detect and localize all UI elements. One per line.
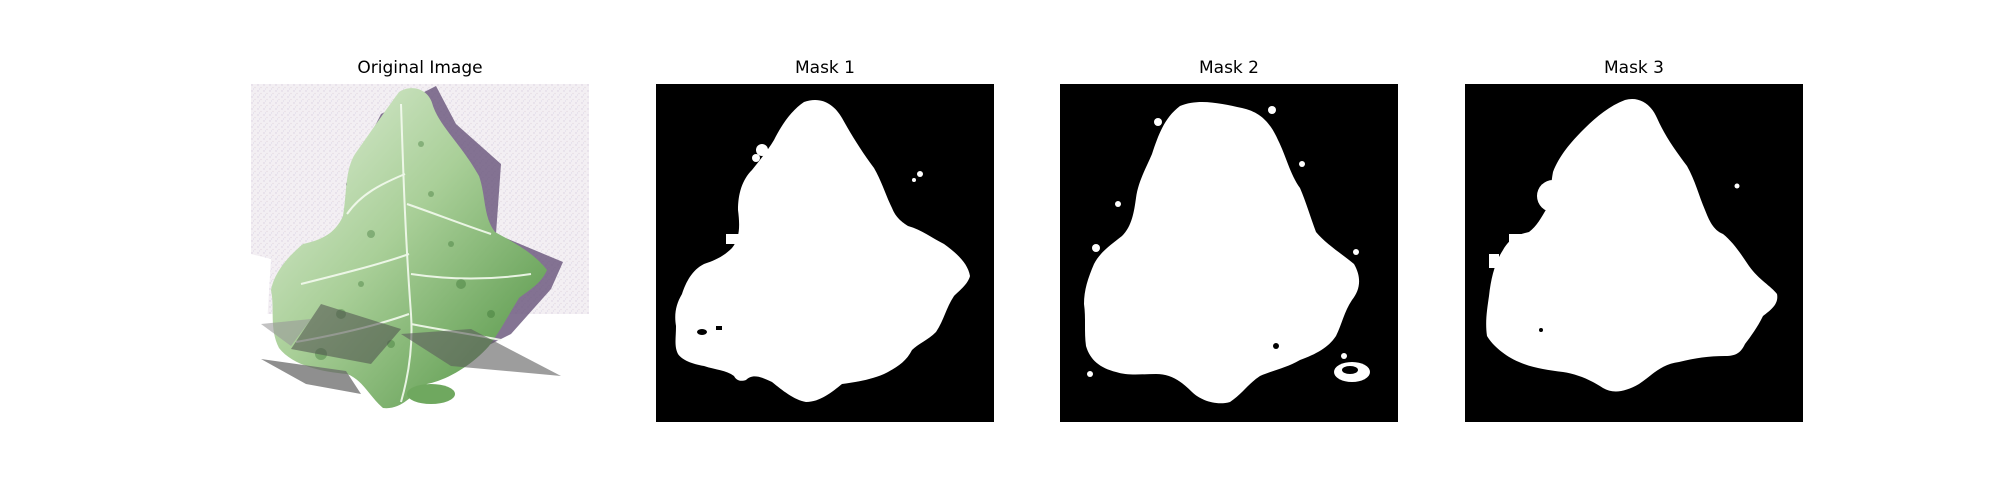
augmentation-artifact (261, 319, 311, 346)
original-leaf-photo (251, 84, 589, 422)
mask-3-image (1465, 84, 1803, 422)
mask-region (1486, 98, 1778, 392)
panel-title: Mask 1 (794, 58, 855, 78)
panel-title: Mask 2 (1198, 58, 1259, 78)
leaf-lobe (407, 384, 455, 404)
mask-1-image (656, 84, 994, 422)
augmentation-artifact (291, 304, 401, 364)
augmentation-artifact (261, 359, 361, 394)
mask-region (675, 99, 970, 403)
panel-title: Original Image (357, 58, 483, 78)
panel-title: Mask 3 (1603, 58, 1664, 78)
augmentation-artifact (401, 329, 561, 376)
mask-2-image (1060, 84, 1398, 422)
mask-region (1084, 102, 1360, 404)
